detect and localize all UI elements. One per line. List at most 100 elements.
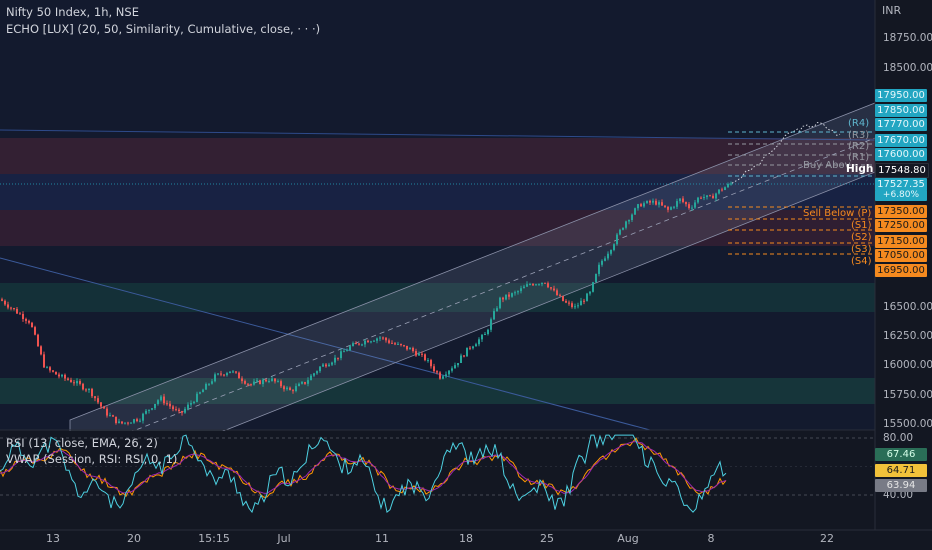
candle-body [673, 206, 675, 208]
candle-body [244, 381, 246, 384]
candle-body [115, 416, 117, 424]
candle-body [676, 201, 678, 207]
candle-body [154, 403, 156, 409]
candle-body [433, 366, 435, 372]
candle-body [169, 403, 171, 407]
r2-price-tag: 17770.00 [875, 118, 927, 131]
candle-body [280, 381, 282, 387]
rsi-legend[interactable]: RSI (13, close, EMA, 26, 2) [6, 436, 158, 450]
pivot-zone [0, 174, 875, 210]
candle-body [481, 334, 483, 340]
symbol-legend[interactable]: Nifty 50 Index, 1h, NSE [6, 5, 139, 19]
candle-body [58, 374, 60, 377]
channel-midline [69, 137, 876, 457]
candle-body [451, 368, 453, 371]
price-tick: 18500.00 [883, 62, 932, 74]
candle-body [283, 386, 285, 390]
candle-body [415, 351, 417, 356]
candle-body [538, 284, 540, 286]
candle-body [406, 345, 408, 350]
candle-body [343, 351, 345, 353]
candle-body [205, 384, 207, 390]
candle-body [28, 320, 30, 323]
candle-body [442, 376, 444, 379]
candle-body [622, 227, 624, 230]
candle-body [82, 383, 84, 390]
candle-body [253, 381, 255, 385]
candle-body [334, 357, 336, 363]
candle-body [199, 392, 201, 394]
candle-body [241, 378, 243, 382]
candle-body [547, 283, 549, 288]
trend-line [0, 257, 651, 431]
candle-body [322, 364, 324, 367]
candle-body [208, 383, 210, 385]
time-tick: Aug [617, 532, 639, 545]
candle-body [382, 337, 384, 339]
candle-body [496, 308, 498, 312]
s2-price-tag: 17150.00 [875, 235, 927, 248]
candle-body [166, 403, 168, 405]
candle-body [94, 396, 96, 399]
rsi-tick: 40.00 [883, 489, 914, 501]
candle-body [487, 329, 489, 335]
sell-below-label: Sell Below (P) [803, 208, 872, 219]
candle-body [361, 344, 363, 346]
candle-body [472, 346, 474, 349]
candle-body [427, 360, 429, 362]
r2-label: (R2) [848, 141, 870, 152]
candle-body [268, 380, 270, 382]
candle-body [70, 379, 72, 383]
candle-body [148, 409, 150, 411]
candle-body [511, 293, 513, 297]
candle-body [469, 347, 471, 349]
candle-body [394, 343, 396, 345]
vwap-legend[interactable]: VWAP (Session, RSI: RSI, 0, 1) [6, 452, 178, 466]
candle-body [4, 300, 6, 305]
candle-body [397, 343, 399, 345]
candle-body [574, 306, 576, 308]
candle-body [613, 244, 615, 250]
candle-body [376, 338, 378, 341]
candle-body [706, 195, 708, 198]
candle-body [520, 288, 522, 292]
candle-body [19, 313, 21, 315]
buy-above-label: Buy Abov [803, 160, 851, 171]
sell-below-price-tag: 17350.00 [875, 205, 927, 218]
candle-body [133, 419, 135, 423]
candle-body [340, 351, 342, 359]
time-tick: 25 [540, 532, 554, 545]
candle-body [445, 374, 447, 377]
candle-body [679, 198, 681, 202]
candle-body [670, 207, 672, 210]
candle-body [175, 409, 177, 411]
candle-body [109, 415, 111, 417]
candle-body [403, 345, 405, 347]
candle-body [385, 337, 387, 341]
demand-zone [0, 283, 875, 312]
candle-body [475, 344, 477, 347]
candle-body [667, 206, 669, 210]
candle-body [484, 334, 486, 336]
candle-body [103, 406, 105, 409]
candle-body [337, 357, 339, 359]
r4-price-tag: 17950.00 [875, 89, 927, 102]
candle-body [13, 308, 15, 310]
candle-body [700, 197, 702, 199]
candle-body [313, 373, 315, 376]
rsi-ema-tag: 64.71 [875, 464, 927, 477]
candle-body [211, 381, 213, 384]
candle-body [319, 366, 321, 372]
candle-body [586, 293, 588, 302]
candle-body [130, 422, 132, 424]
candle-body [325, 364, 327, 367]
echo-indicator-legend[interactable]: ECHO [LUX] (20, 50, Similarity, Cumulati… [6, 22, 321, 36]
candle-body [43, 354, 45, 368]
price-tick: 16000.00 [883, 359, 932, 371]
candle-body [235, 371, 237, 373]
candle-body [418, 353, 420, 356]
candle-body [124, 422, 126, 424]
candle-body [439, 372, 441, 379]
candle-body [49, 367, 51, 371]
